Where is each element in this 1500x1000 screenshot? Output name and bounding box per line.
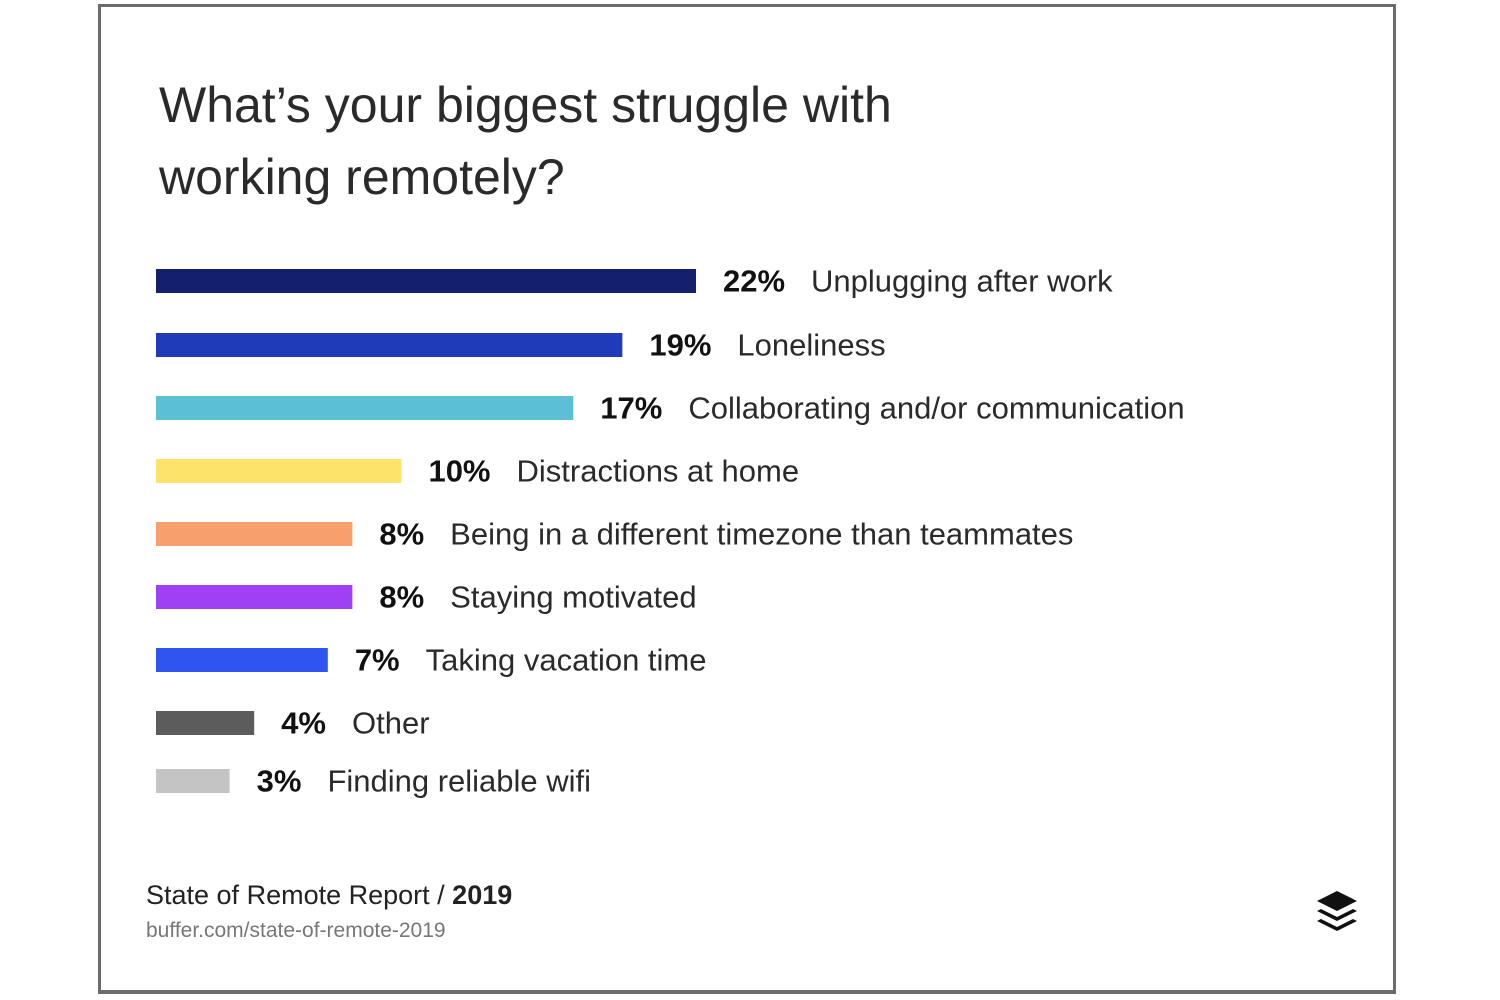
value-label-unplugging-after-work: 22%: [723, 264, 785, 299]
category-label-staying-motivated: Staying motivated: [450, 580, 696, 615]
chart-card: What’s your biggest struggle with workin…: [98, 4, 1396, 994]
bar-unplugging-after-work: [156, 269, 696, 293]
report-source: State of Remote Report / 2019: [146, 880, 512, 911]
value-label-finding-reliable-wifi: 3%: [257, 764, 302, 799]
value-label-being-in-a-different-timezone-than-teammates: 8%: [379, 517, 424, 552]
bar-finding-reliable-wifi: [156, 769, 230, 793]
bar-distractions-at-home: [156, 459, 402, 483]
category-label-being-in-a-different-timezone-than-teammates: Being in a different timezone than teamm…: [450, 517, 1073, 552]
buffer-layers-icon: [1317, 891, 1357, 931]
bar-taking-vacation-time: [156, 648, 328, 672]
chart-title: What’s your biggest struggle with workin…: [159, 77, 892, 205]
value-label-staying-motivated: 8%: [379, 580, 424, 615]
category-label-other: Other: [352, 706, 430, 741]
report-name: State of Remote Report /: [146, 880, 445, 910]
bar-staying-motivated: [156, 585, 353, 609]
bar-other: [156, 711, 255, 735]
value-label-distractions-at-home: 10%: [428, 454, 490, 489]
bar-loneliness: [156, 333, 623, 357]
bar-chart: 22% Unplugging after work 19% Loneliness 17%…: [156, 264, 1185, 799]
category-label-distractions-at-home: Distractions at home: [517, 454, 800, 489]
value-label-other: 4%: [281, 706, 326, 741]
category-label-loneliness: Loneliness: [737, 328, 885, 363]
value-label-loneliness: 19%: [649, 328, 711, 363]
value-label-taking-vacation-time: 7%: [355, 643, 400, 678]
value-label-collaborating-and-or-communication: 17%: [600, 391, 662, 426]
report-year: 2019: [452, 880, 513, 910]
category-label-taking-vacation-time: Taking vacation time: [426, 643, 707, 678]
bar-collaborating-and-or-communication: [156, 396, 574, 420]
category-label-collaborating-and-or-communication: Collaborating and/or communication: [688, 391, 1184, 426]
category-label-finding-reliable-wifi: Finding reliable wifi: [327, 764, 591, 799]
bar-being-in-a-different-timezone-than-teammates: [156, 522, 353, 546]
category-label-unplugging-after-work: Unplugging after work: [811, 264, 1113, 299]
source-url: buffer.com/state-of-remote-2019: [146, 919, 446, 942]
